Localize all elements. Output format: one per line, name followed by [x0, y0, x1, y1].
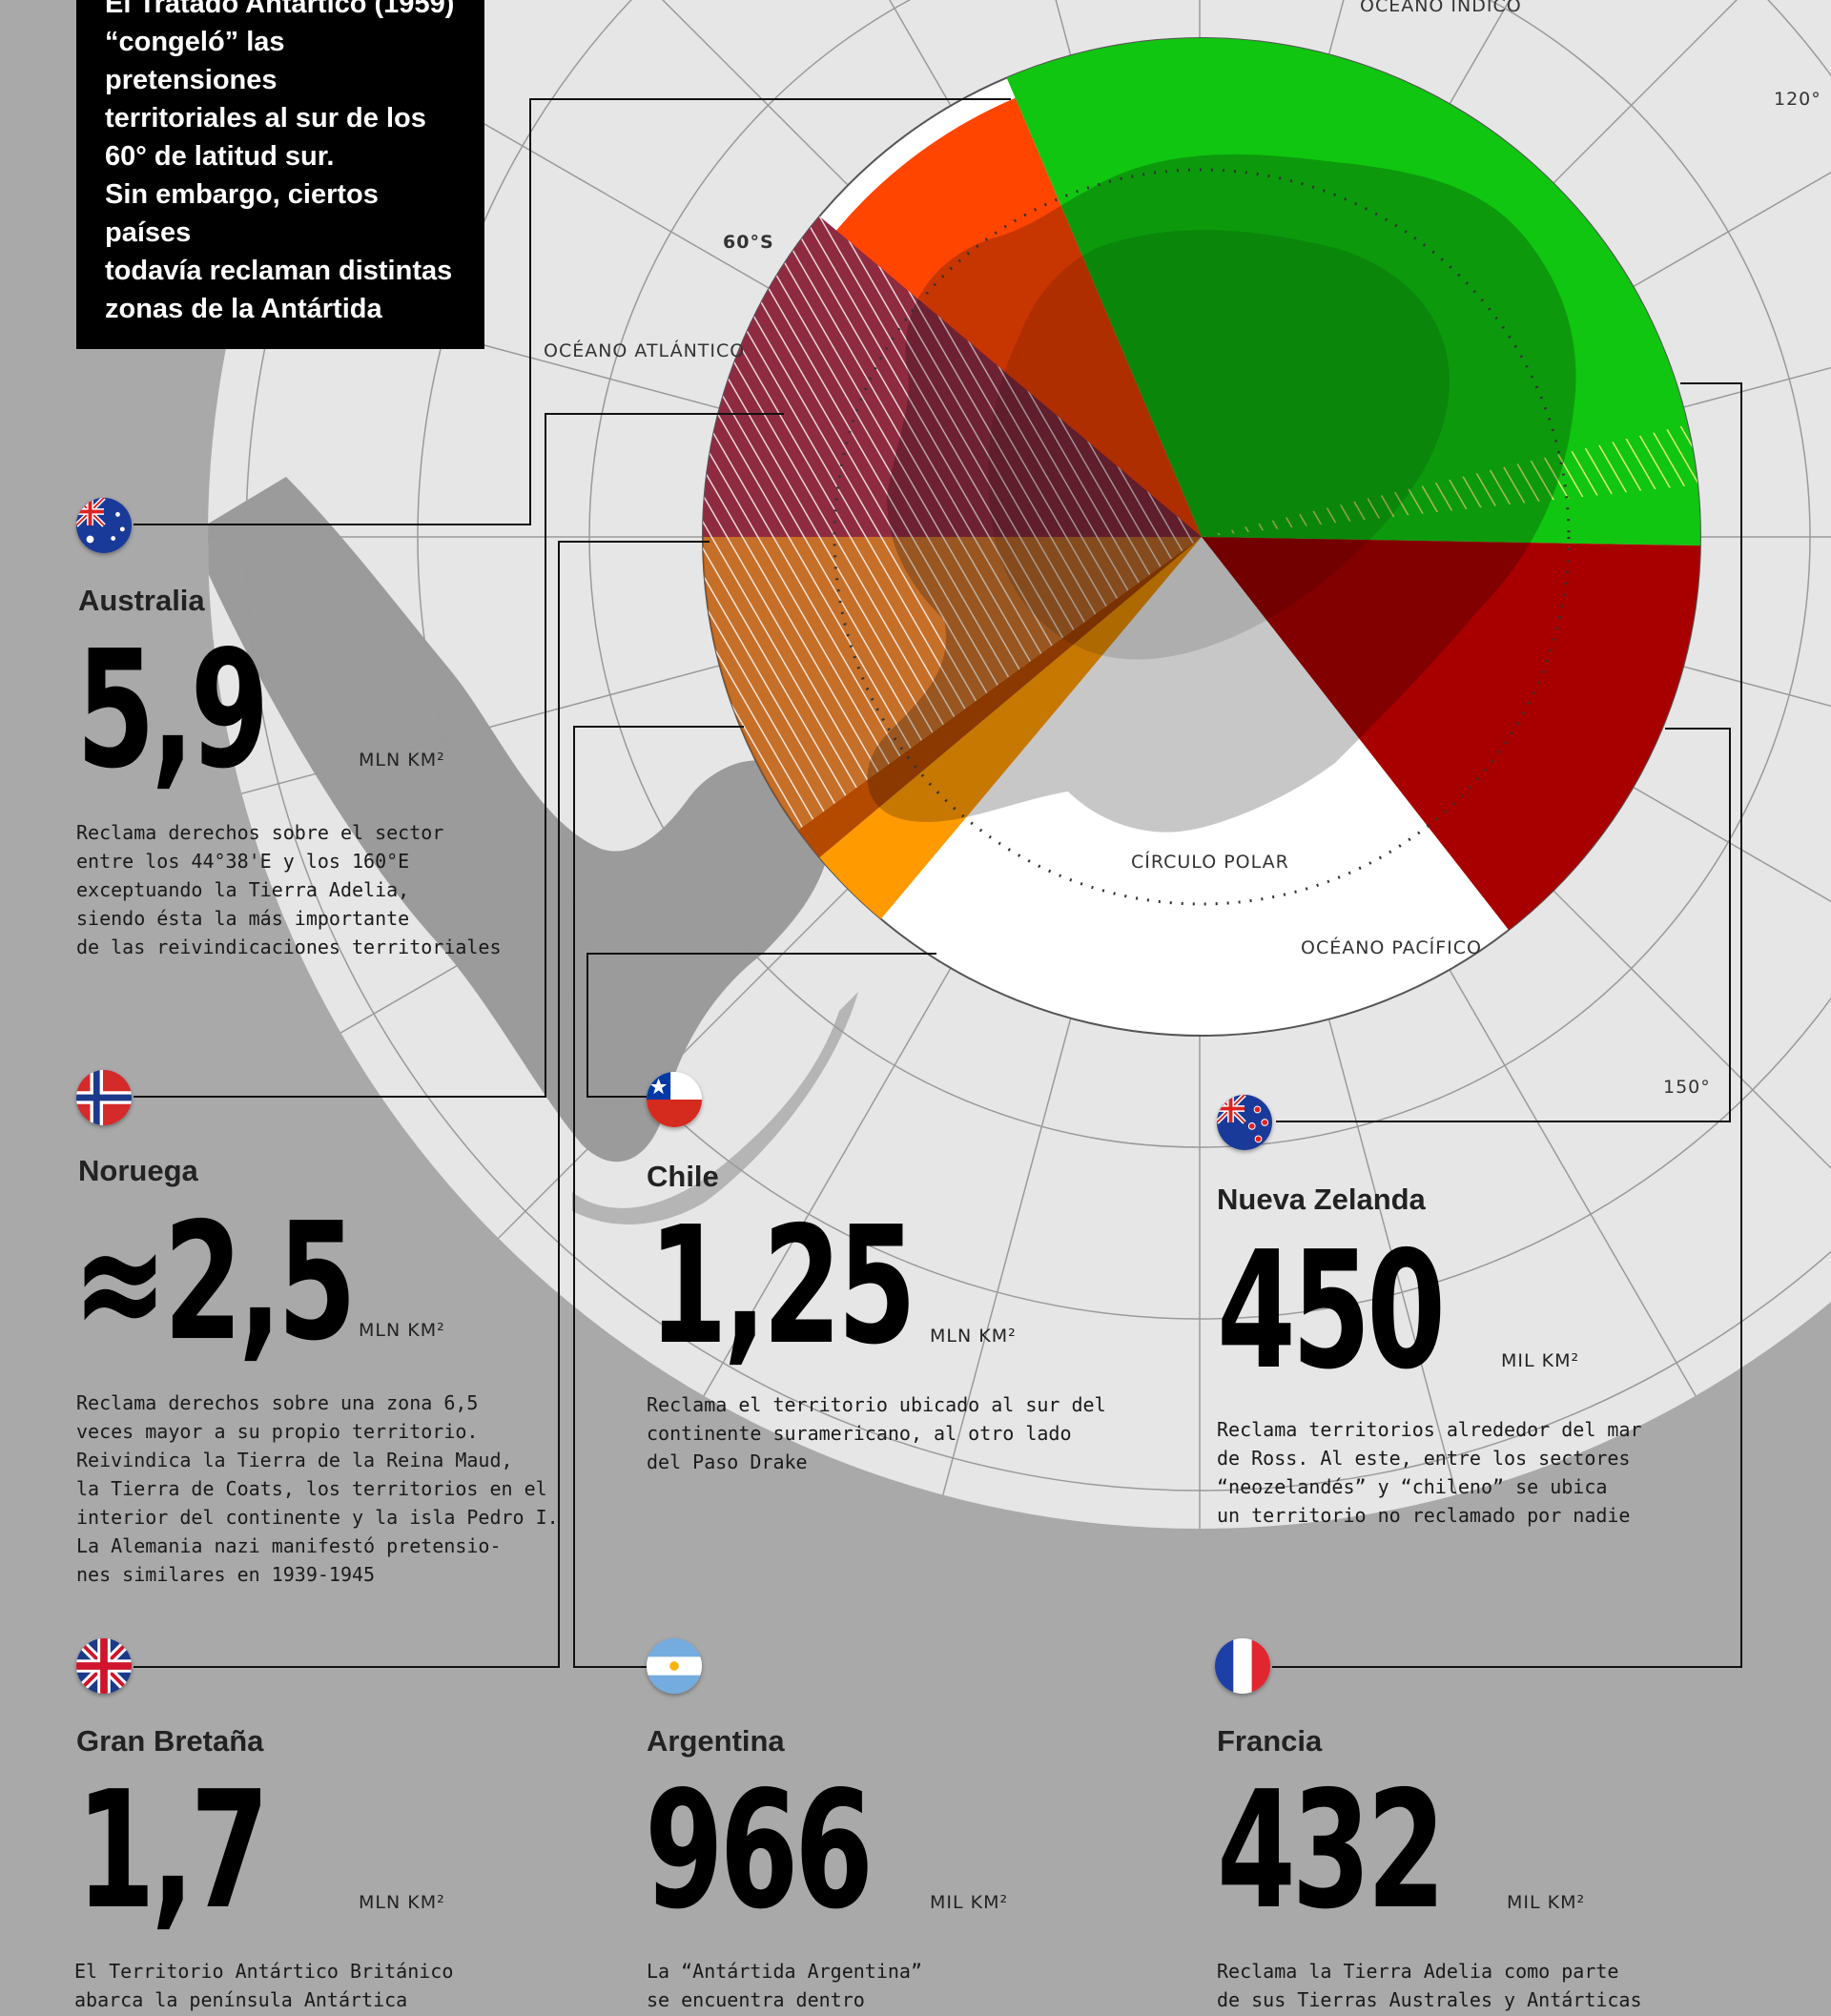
france-description: Reclama la Tierra Adelia como parte de s… — [1217, 1960, 1642, 2011]
intro-line: “congeló” las pretensiones — [105, 27, 285, 95]
pacific-ocean-label: OCÉANO PACÍFICO — [1301, 936, 1482, 958]
new-zealand-sector — [1202, 537, 1700, 931]
antarctica-landmass — [867, 154, 1576, 833]
australia-description: Reclama derechos sobre el sector entre l… — [76, 821, 502, 958]
great-britain-name: Gran Bretaña — [76, 1724, 264, 1758]
france-name: Francia — [1217, 1724, 1323, 1758]
new-zealand-unit: MIL KM² — [1501, 1350, 1580, 1371]
norway-description: Reclama derechos sobre una zona 6,5 vece… — [76, 1391, 559, 1586]
norway-unit: MLN KM² — [359, 1320, 445, 1341]
new-zealand-description: Reclama territorios alrededor del mar de… — [1217, 1418, 1642, 1527]
france-value: 432 — [1217, 1757, 1446, 1945]
norway-sector — [753, 97, 1202, 538]
argentina-sector — [819, 537, 1202, 919]
france-hatch-sector — [1202, 424, 1698, 537]
atlantic-ocean-label: OCÉANO ATLÁNTICO — [544, 339, 745, 361]
deg-120-label: 120° — [1774, 89, 1821, 110]
australia-name: Australia — [78, 584, 205, 617]
chile-sector — [797, 537, 1202, 858]
great-britain-value: 1,7 — [76, 1757, 269, 1945]
polar-circle-label: CÍRCULO POLAR — [1131, 851, 1289, 873]
great-britain-description: El Territorio Antártico Británico abarca… — [74, 1960, 454, 2011]
uk-flag-icon — [76, 1638, 132, 1694]
australia-unit: MLN KM² — [359, 750, 445, 771]
australia-flag-icon — [76, 498, 132, 553]
intro-box: El Tratado Antártico (1959) “congeló” la… — [76, 0, 484, 349]
chile-description: Reclama el territorio ubicado al sur del… — [647, 1393, 1106, 1473]
intro-line: territoriales al sur de los — [105, 103, 426, 134]
chile-name: Chile — [647, 1160, 719, 1193]
intro-line: todavía reclaman distintas — [105, 256, 453, 286]
intro-line: Sin embargo, ciertos países — [105, 179, 379, 248]
new-zealand-value: 450 — [1217, 1217, 1446, 1406]
argentina-value: 966 — [645, 1757, 874, 1945]
polar-circle — [833, 168, 1571, 906]
great-britain-unit: MLN KM² — [359, 1892, 445, 1913]
chile-flag-icon — [647, 1072, 702, 1127]
argentina-description: La “Antártida Argentina” se encuentra de… — [647, 1960, 922, 2011]
intro-line: El Tratado Antártico (1959) — [105, 0, 455, 19]
norway-flag-icon — [76, 1070, 132, 1125]
overlap-hatch-sector — [702, 216, 1202, 831]
deg-150-label: 150° — [1663, 1077, 1711, 1098]
chile-unit: MLN KM² — [930, 1326, 1017, 1347]
indian-ocean-label: OCÉANO ÍNDICO — [1360, 0, 1522, 16]
norway-name: Noruega — [78, 1154, 198, 1187]
australia-sector — [1006, 38, 1700, 546]
new-zealand-name: Nueva Zelanda — [1217, 1183, 1426, 1216]
argentina-unit: MIL KM² — [930, 1892, 1009, 1913]
australia-value: 5,9 — [76, 616, 269, 805]
argentina-name: Argentina — [647, 1724, 785, 1758]
new-zealand-flag-icon — [1217, 1095, 1272, 1150]
norway-value: ≈2,5 — [72, 1188, 357, 1377]
argentina-flag-icon — [647, 1638, 702, 1694]
south-america-landmass — [208, 477, 832, 1162]
intro-line: zonas de la Antártida — [105, 294, 382, 324]
lat-60-label: 60°S — [723, 232, 774, 253]
chile-value: 1,25 — [648, 1192, 916, 1381]
france-unit: MIL KM² — [1507, 1892, 1586, 1913]
intro-line: 60° de latitud sur. — [105, 141, 335, 172]
france-flag-icon — [1215, 1638, 1270, 1694]
connector-lines — [134, 98, 1742, 1668]
